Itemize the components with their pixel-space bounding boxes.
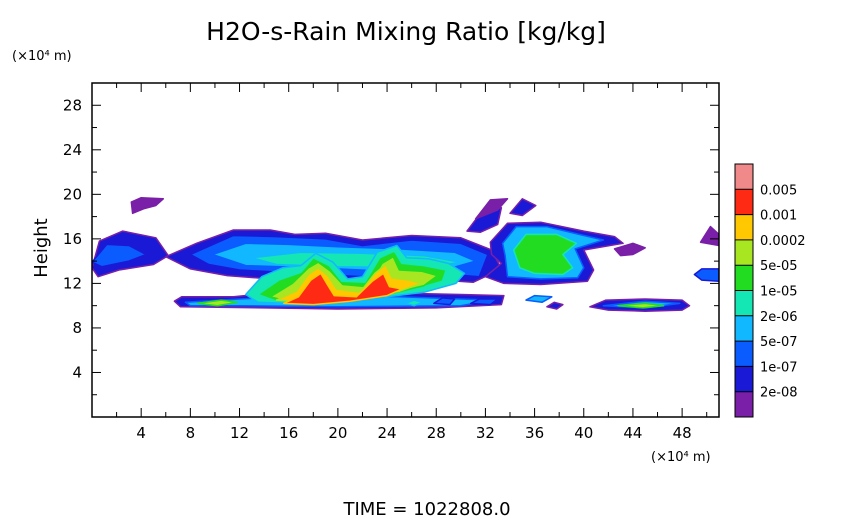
- colorbar-label: 0.0002: [760, 234, 806, 249]
- x-tick-label: 4: [136, 424, 146, 442]
- colorbar-label: 2e-08: [760, 386, 798, 401]
- y-tick-label: 24: [63, 141, 82, 159]
- colorbar-swatch: [735, 315, 753, 342]
- contour-line-low-inner: [196, 299, 238, 307]
- contour-right-anvil-inner: [512, 233, 578, 276]
- colorbar-label: 5e-05: [760, 259, 798, 274]
- x-tick-label: 48: [673, 424, 692, 442]
- x-tick-label: 32: [476, 424, 495, 442]
- contour-ring-far-right: [693, 268, 719, 282]
- x-unit-label: (×10⁴ m): [651, 450, 711, 465]
- contour-wisp-up: [474, 198, 509, 220]
- contour-pod-31: [469, 298, 499, 306]
- rain-field: [92, 196, 719, 312]
- y-unit-label: (×10⁴ m): [12, 49, 72, 64]
- contour-storm-red: [283, 272, 403, 306]
- colorbar-label: 1e-07: [760, 360, 798, 375]
- colorbar-label: 0.001: [760, 209, 797, 224]
- colorbar-swatch: [735, 164, 753, 190]
- colorbar-swatch: [735, 239, 753, 266]
- colorbar-swatch: [735, 189, 753, 215]
- x-tick-label: 24: [378, 424, 397, 442]
- y-tick-label: 28: [63, 96, 82, 114]
- x-tick-label: 40: [574, 424, 593, 442]
- contour-wisp-top: [509, 198, 537, 217]
- x-tick-label: 16: [279, 424, 298, 442]
- y-tick-label: 20: [63, 185, 82, 203]
- y-tick-label: 4: [72, 363, 82, 381]
- x-tick-label: 8: [186, 424, 196, 442]
- colorbar-label: 1e-05: [760, 285, 798, 300]
- contour-pod-29: [433, 297, 456, 306]
- contour-pod-38: [546, 301, 564, 310]
- y-axis-label: Height: [31, 218, 52, 278]
- chart-title: H2O-s-Rain Mixing Ratio [kg/kg]: [206, 17, 606, 46]
- x-tick-label: 36: [525, 424, 544, 442]
- y-tick-label: 16: [63, 230, 82, 248]
- colorbar-swatch: [735, 391, 753, 417]
- time-footer: TIME = 1022808.0: [342, 499, 510, 519]
- x-tick-label: 28: [427, 424, 446, 442]
- colorbar-label: 2e-06: [760, 310, 798, 325]
- colorbar: 2e-08 1e-07 5e-07 2e-06 1e-05 5e-05 0.0002 0.00…: [734, 163, 806, 418]
- contour-blob-right-upper: [613, 242, 646, 257]
- plot-frame: [91, 82, 720, 418]
- colorbar-swatch: [735, 265, 753, 291]
- colorbar-label: 5e-07: [760, 335, 798, 350]
- y-tick-label: 8: [72, 319, 82, 337]
- colorbar-swatch: [735, 214, 753, 240]
- x-tick-label: 12: [230, 424, 249, 442]
- contour-pod-36: [525, 294, 553, 304]
- colorbar-swatch: [735, 290, 753, 316]
- contour-speck-26: [404, 299, 424, 307]
- colorbar-swatch: [735, 366, 753, 392]
- colorbar-swatch: [735, 341, 753, 367]
- x-tick-label: 20: [328, 424, 347, 442]
- contour-blob-top-left: [130, 196, 165, 215]
- contour-anvil-left-inner: [92, 243, 147, 268]
- colorbar-label: 0.005: [760, 183, 797, 198]
- contour-bar-right-core: [617, 302, 665, 309]
- x-tick-label: 44: [623, 424, 642, 442]
- y-tick-label: 12: [63, 274, 82, 292]
- contour-blob-far-right: [699, 225, 719, 247]
